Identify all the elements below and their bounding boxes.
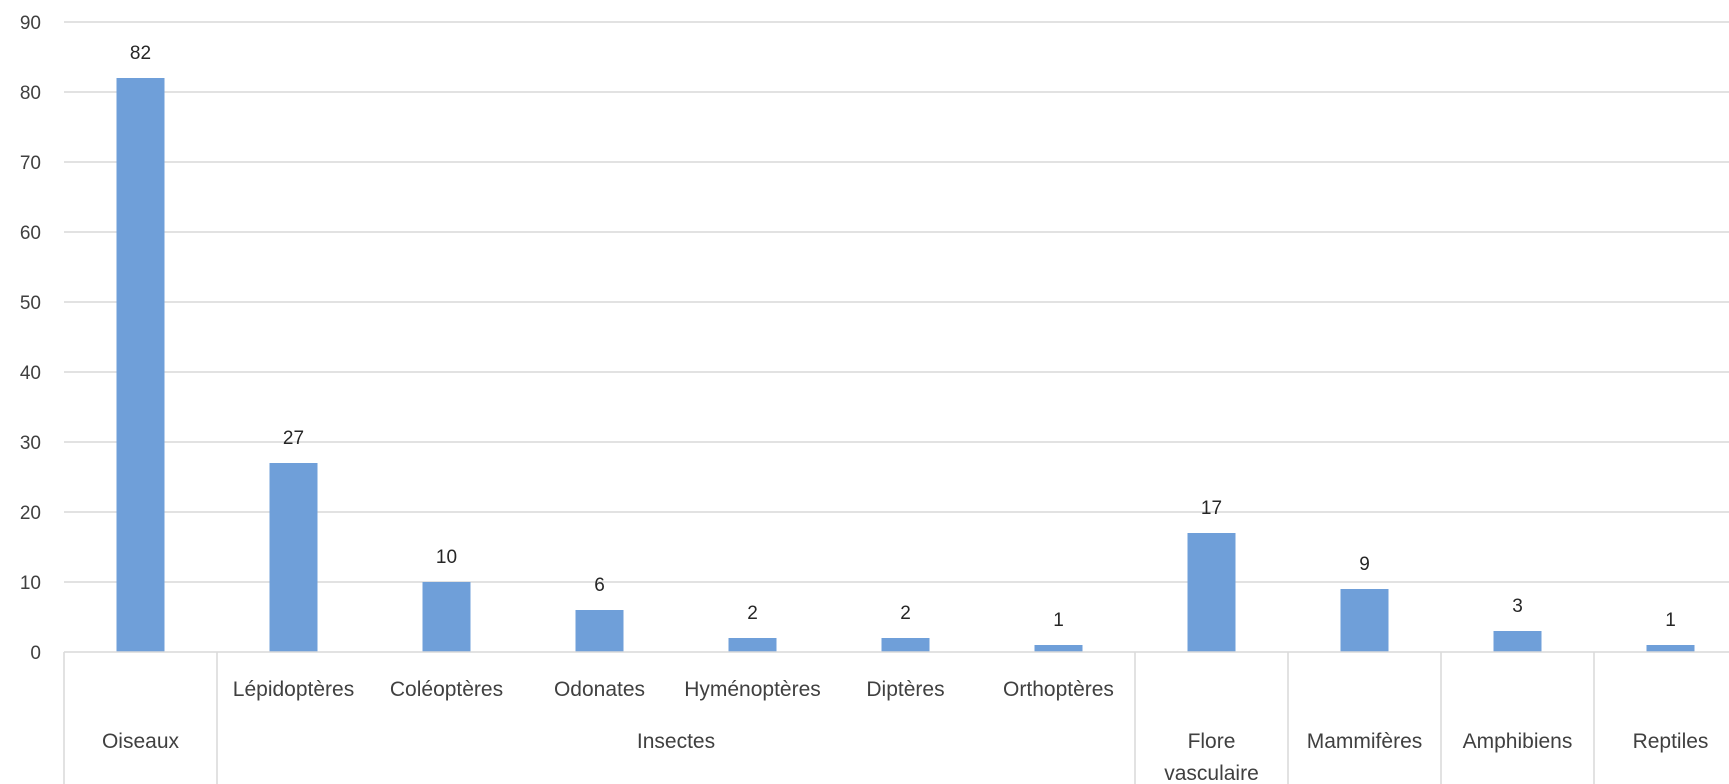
data-label: 82: [130, 43, 151, 64]
x-group-label: Flore: [1188, 730, 1236, 753]
y-tick-label: 60: [20, 223, 41, 244]
bar: [1034, 645, 1083, 652]
data-label: 9: [1359, 554, 1370, 575]
data-label: 1: [1665, 610, 1676, 631]
x-tick-label: Coléoptères: [390, 678, 503, 701]
data-label: 27: [283, 428, 304, 449]
bar: [269, 463, 318, 652]
data-label: 10: [436, 547, 457, 568]
x-group-label: Mammifères: [1307, 730, 1423, 753]
x-group-label: vasculaire: [1164, 762, 1259, 784]
x-group-label: Insectes: [637, 730, 715, 753]
x-tick-label: Odonates: [554, 678, 645, 701]
data-label: 6: [594, 575, 605, 596]
bar: [1493, 631, 1542, 652]
data-label: 3: [1512, 596, 1523, 617]
bar: [1646, 645, 1695, 652]
x-group-label: Oiseaux: [102, 730, 180, 753]
y-tick-label: 10: [20, 573, 41, 594]
data-label: 1: [1053, 610, 1064, 631]
x-tick-label: Orthoptères: [1003, 678, 1114, 701]
y-tick-label: 0: [30, 643, 41, 664]
bar: [1187, 533, 1236, 652]
gridlines: [64, 21, 1729, 583]
x-group-label: Amphibiens: [1463, 730, 1573, 753]
y-tick-label: 80: [20, 83, 41, 104]
bar: [881, 638, 930, 652]
y-tick-label: 20: [20, 503, 41, 524]
y-tick-label: 50: [20, 293, 41, 314]
data-label: 17: [1201, 498, 1222, 519]
bars: [116, 78, 1695, 652]
x-tick-label: Lépidoptères: [233, 678, 354, 701]
bar: [116, 78, 165, 652]
data-labels: 82 27 10 6 2 2 1 17 9 3 1: [130, 43, 1676, 631]
data-label: 2: [747, 603, 758, 624]
x-tick-label: Hyménoptères: [684, 678, 821, 701]
bar: [728, 638, 777, 652]
bar: [1340, 589, 1389, 652]
bar: [422, 582, 471, 652]
x-axis: Lépidoptères Coléoptères Odonates Hyménoptè…: [63, 651, 1729, 784]
y-tick-label: 70: [20, 153, 41, 174]
x-group-label: Reptiles: [1633, 730, 1709, 753]
bar: [575, 610, 624, 652]
y-tick-label: 40: [20, 363, 41, 384]
y-tick-label: 90: [20, 13, 41, 34]
y-tick-label: 30: [20, 433, 41, 454]
y-axis: 0 10 20 30 40 50 60 70 80 90: [20, 13, 41, 664]
x-tick-label: Diptères: [866, 678, 944, 701]
data-label: 2: [900, 603, 911, 624]
